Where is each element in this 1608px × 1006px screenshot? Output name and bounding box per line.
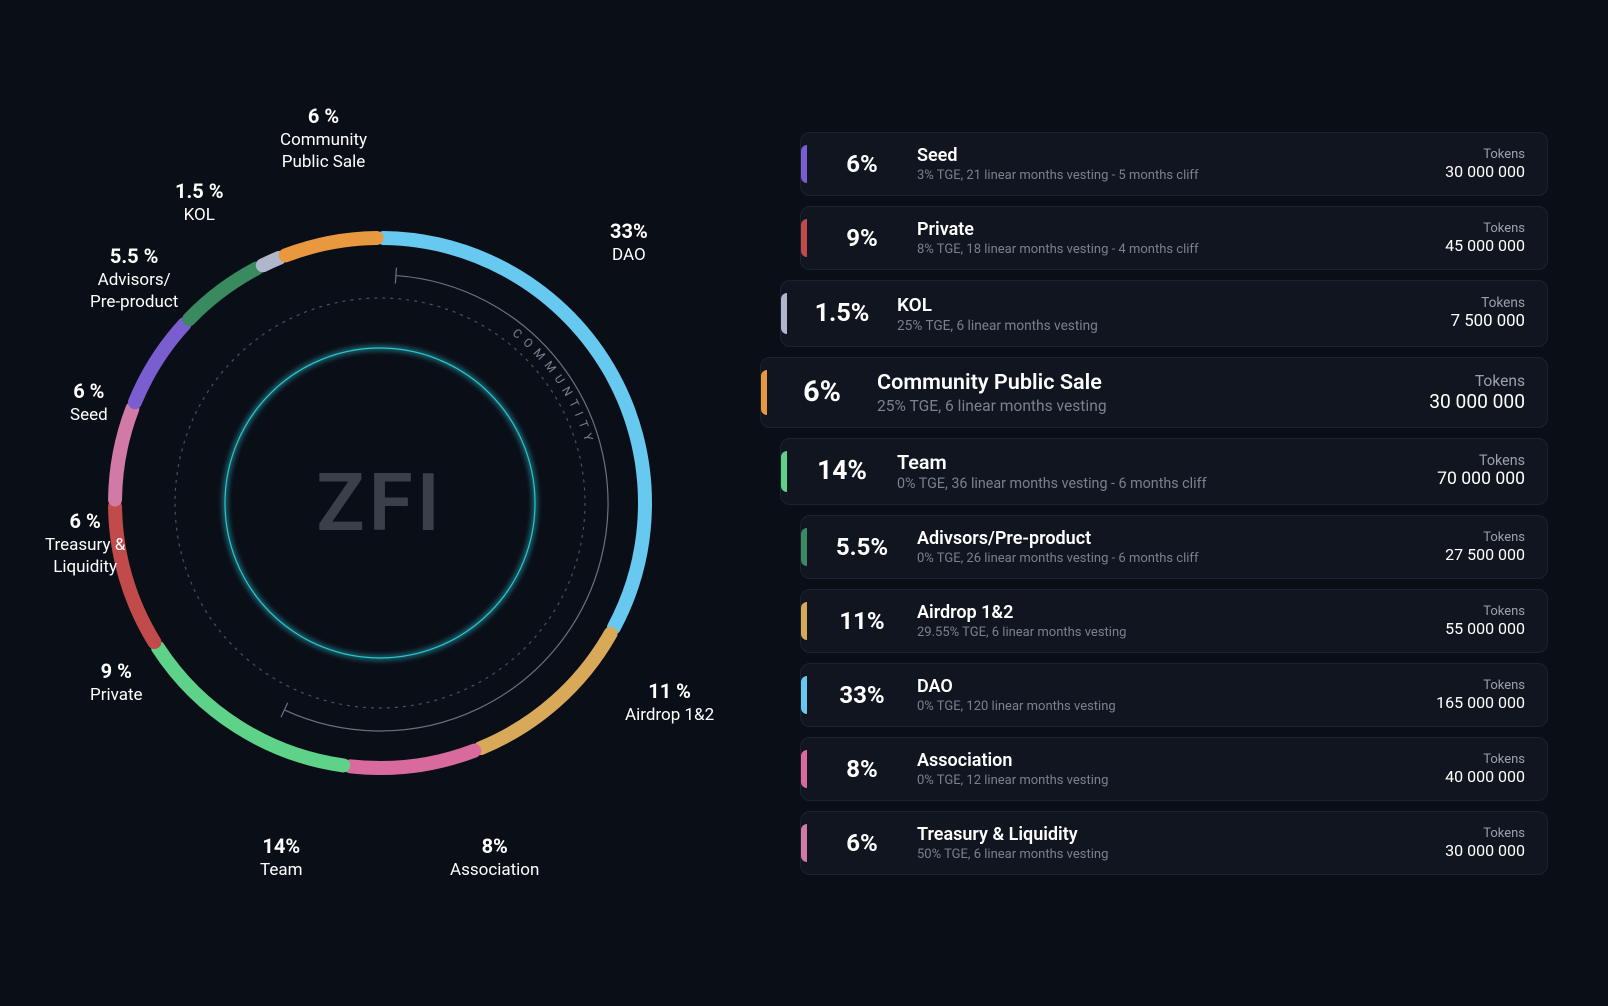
allocation-tokens-label: Tokens bbox=[1436, 678, 1525, 693]
donut-segment bbox=[286, 238, 377, 255]
donut-segment bbox=[383, 238, 645, 628]
donut-slice-label: 5.5 %Advisors/Pre-product bbox=[90, 243, 178, 313]
donut-segment bbox=[158, 648, 343, 766]
allocation-tokens-value: 30 000 000 bbox=[1429, 390, 1525, 413]
allocation-row: 5.5%Adivsors/Pre-product 0% TGE, 26 linea… bbox=[800, 515, 1548, 579]
donut-slice-label: 14%Team bbox=[260, 833, 303, 881]
donut-slice-label: 33%DAO bbox=[610, 218, 648, 266]
allocation-tokens-value: 45 000 000 bbox=[1445, 236, 1525, 255]
allocation-percent: 5.5% bbox=[807, 533, 917, 561]
allocation-desc: 0% TGE, 36 linear months vesting - 6 mon… bbox=[897, 476, 1437, 492]
allocation-desc: 25% TGE, 6 linear months vesting bbox=[877, 397, 1429, 415]
allocation-row: 14%Team 0% TGE, 36 linear months vesting … bbox=[780, 438, 1548, 505]
allocation-tokens-value: 30 000 000 bbox=[1445, 162, 1525, 181]
donut-segment bbox=[135, 324, 185, 402]
allocation-title: KOL bbox=[897, 293, 1451, 316]
allocation-desc: 0% TGE, 26 linear months vesting - 6 mon… bbox=[917, 551, 1445, 566]
allocation-title: Association bbox=[917, 750, 1445, 771]
allocation-row: 8%Association 0% TGE, 12 linear months ve… bbox=[800, 737, 1548, 801]
donut-segment bbox=[263, 258, 279, 265]
allocation-title: Private bbox=[917, 219, 1445, 240]
donut-segment bbox=[481, 634, 611, 748]
allocation-title: Airdrop 1&2 bbox=[917, 602, 1445, 623]
allocation-percent: 11% bbox=[807, 607, 917, 635]
allocation-list: 6%Seed3% TGE, 21 linear months vesting -… bbox=[760, 0, 1608, 1006]
allocation-tokens-label: Tokens bbox=[1429, 372, 1525, 390]
donut-center-label: ZFI bbox=[316, 456, 443, 550]
allocation-row: 1.5%KOL 25% TGE, 6 linear months vestingT… bbox=[780, 280, 1548, 347]
allocation-tokens-value: 7 500 000 bbox=[1451, 311, 1525, 331]
allocation-desc: 50% TGE, 6 linear months vesting bbox=[917, 847, 1445, 862]
allocation-desc: 3% TGE, 21 linear months vesting - 5 mon… bbox=[917, 168, 1445, 183]
allocation-percent: 9% bbox=[807, 224, 917, 252]
allocation-tokens-label: Tokens bbox=[1445, 604, 1525, 619]
allocation-percent: 6% bbox=[807, 150, 917, 178]
allocation-tokens-label: Tokens bbox=[1445, 752, 1525, 767]
allocation-title: Adivsors/Pre-product bbox=[917, 528, 1445, 549]
donut-segment bbox=[189, 268, 256, 319]
allocation-title: Community Public Sale bbox=[877, 370, 1429, 395]
donut-slice-label: 6 %Treasury &Liquidity bbox=[45, 508, 125, 578]
allocation-desc: 0% TGE, 120 linear months vesting bbox=[917, 699, 1436, 714]
allocation-percent: 14% bbox=[787, 456, 897, 486]
allocation-title: DAO bbox=[917, 676, 1436, 697]
donut-segment bbox=[350, 751, 474, 768]
allocation-tokens-label: Tokens bbox=[1445, 826, 1525, 841]
allocation-row: 11%Airdrop 1&2 29.55% TGE, 6 linear month… bbox=[800, 589, 1548, 653]
allocation-title: Treasury & Liquidity bbox=[917, 824, 1445, 845]
allocation-tokens-value: 30 000 000 bbox=[1445, 841, 1525, 860]
allocation-desc: 8% TGE, 18 linear months vesting - 4 mon… bbox=[917, 242, 1445, 257]
donut-chart-container: COMMUNTITY ZFI 33%DAO11 %Airdrop 1&28%As… bbox=[30, 53, 730, 953]
allocation-tokens-value: 27 500 000 bbox=[1445, 545, 1525, 564]
allocation-tokens-label: Tokens bbox=[1451, 295, 1525, 311]
donut-chart-panel: COMMUNTITY ZFI 33%DAO11 %Airdrop 1&28%As… bbox=[0, 0, 760, 1006]
allocation-tokens-value: 40 000 000 bbox=[1445, 767, 1525, 786]
allocation-tokens-label: Tokens bbox=[1437, 453, 1525, 469]
donut-slice-label: 11 %Airdrop 1&2 bbox=[625, 678, 714, 726]
allocation-tokens-value: 55 000 000 bbox=[1445, 619, 1525, 638]
allocation-desc: 25% TGE, 6 linear months vesting bbox=[897, 318, 1451, 334]
allocation-percent: 1.5% bbox=[787, 299, 897, 328]
allocation-tokens-label: Tokens bbox=[1445, 530, 1525, 545]
allocation-tokens-label: Tokens bbox=[1445, 221, 1525, 236]
allocation-percent: 6% bbox=[807, 829, 917, 857]
allocation-row: 6%Community Public Sale 25% TGE, 6 linear… bbox=[760, 357, 1548, 428]
donut-slice-label: 6 %Seed bbox=[70, 378, 108, 426]
allocation-row: 6%Seed 3% TGE, 21 linear months vesting -… bbox=[800, 132, 1548, 196]
allocation-row: 9%Private 8% TGE, 18 linear months vestin… bbox=[800, 206, 1548, 270]
donut-slice-label: 9 %Private bbox=[90, 658, 143, 706]
allocation-percent: 33% bbox=[807, 681, 917, 709]
allocation-title: Seed bbox=[917, 145, 1445, 166]
allocation-tokens-value: 165 000 000 bbox=[1436, 693, 1525, 712]
allocation-tokens-value: 70 000 000 bbox=[1437, 469, 1525, 489]
allocation-title: Team bbox=[897, 451, 1437, 474]
allocation-row: 33%DAO 0% TGE, 120 linear months vestingT… bbox=[800, 663, 1548, 727]
donut-slice-label: 1.5 %KOL bbox=[175, 178, 224, 226]
allocation-percent: 8% bbox=[807, 755, 917, 783]
donut-slice-label: 6 %CommunityPublic Sale bbox=[280, 103, 367, 173]
allocation-desc: 29.55% TGE, 6 linear months vesting bbox=[917, 625, 1445, 640]
allocation-percent: 6% bbox=[767, 375, 877, 409]
donut-segment bbox=[115, 409, 132, 500]
donut-slice-label: 8%Association bbox=[450, 833, 539, 881]
allocation-tokens-label: Tokens bbox=[1445, 147, 1525, 162]
allocation-row: 6%Treasury & Liquidity 50% TGE, 6 linear … bbox=[800, 811, 1548, 875]
allocation-desc: 0% TGE, 12 linear months vesting bbox=[917, 773, 1445, 788]
